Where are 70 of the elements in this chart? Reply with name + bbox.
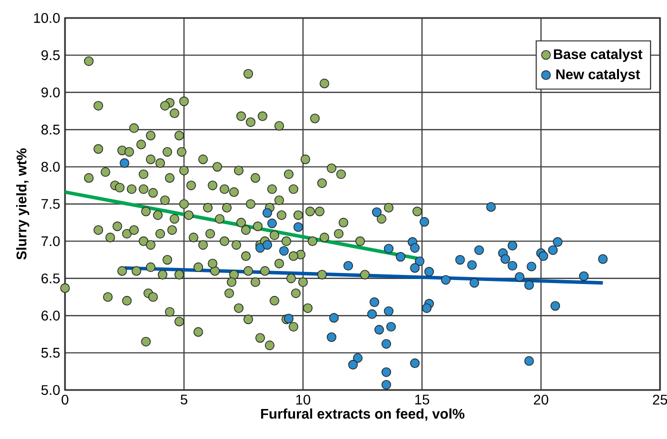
point	[467, 260, 477, 270]
point	[526, 262, 536, 272]
point	[455, 254, 465, 265]
point	[384, 244, 394, 254]
point	[550, 301, 560, 311]
y-tick-label: 10.0	[34, 13, 60, 23]
point	[548, 245, 558, 255]
point	[326, 332, 336, 342]
legend-label: New catalyst	[556, 68, 640, 82]
point	[329, 313, 339, 323]
point	[508, 260, 518, 271]
point	[382, 339, 392, 349]
point	[293, 222, 304, 232]
point	[370, 297, 380, 308]
point	[514, 272, 524, 282]
point	[352, 353, 363, 363]
y-tick-label: 5.0	[41, 385, 60, 395]
point	[579, 271, 589, 281]
y-tick-label: 9.5	[41, 50, 60, 60]
point	[508, 240, 518, 250]
y-axis-title: Slurry yield, wt%	[16, 148, 30, 260]
y-tick-label: 8.0	[41, 162, 60, 172]
x-tick-label: 5	[180, 394, 188, 404]
point	[382, 380, 392, 390]
x-tick-label: 15	[415, 394, 430, 404]
point	[372, 207, 382, 217]
point	[279, 246, 289, 256]
point	[524, 280, 534, 290]
y-tick-label: 9.0	[41, 87, 60, 98]
x-tick-label: 0	[62, 394, 68, 405]
point	[424, 266, 434, 277]
point	[598, 254, 608, 264]
point	[348, 360, 358, 370]
point	[396, 252, 406, 262]
point	[262, 240, 272, 250]
point	[486, 202, 496, 212]
y-tick-label: 7.0	[42, 236, 60, 246]
y-tick-label: 5.5	[41, 348, 60, 358]
point	[524, 356, 534, 366]
point	[255, 243, 265, 253]
y-tick-label: 7.5	[42, 199, 60, 209]
point	[382, 367, 392, 377]
x-axis-title: Furfural extracts on feed, vol%	[261, 408, 464, 421]
point	[552, 237, 562, 247]
point	[343, 260, 354, 271]
point	[267, 218, 277, 228]
point	[410, 243, 420, 253]
point	[367, 309, 377, 319]
x-tick-label: 20	[534, 394, 548, 405]
point	[386, 322, 396, 332]
x-tick-label: 25	[652, 394, 667, 405]
y-tick-label: 6.0	[42, 310, 60, 321]
point	[374, 324, 384, 335]
legend-label: Base catalyst	[554, 48, 642, 62]
point	[410, 263, 420, 273]
point	[441, 275, 451, 285]
point	[384, 306, 394, 316]
point	[410, 358, 420, 368]
y-tick-label: 8.5	[41, 124, 60, 135]
point	[538, 251, 548, 261]
point	[470, 278, 480, 288]
point	[422, 303, 432, 313]
point	[420, 217, 430, 227]
point	[500, 254, 510, 264]
point	[120, 158, 130, 168]
y-tick-label: 6.5	[42, 273, 60, 284]
point	[414, 256, 424, 266]
x-tick-label: 10	[296, 394, 310, 405]
point	[284, 314, 294, 324]
point	[474, 245, 484, 255]
